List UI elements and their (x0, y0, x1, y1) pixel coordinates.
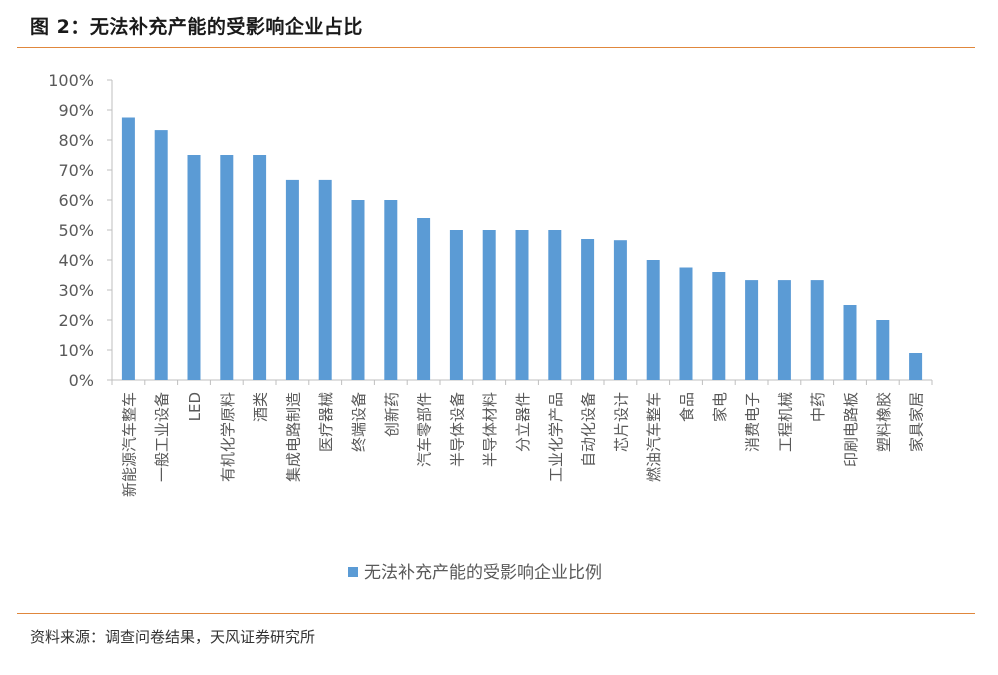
bar (613, 240, 627, 380)
x-tick-label: 酒类 (252, 392, 270, 422)
y-tick-label: 70% (58, 161, 94, 180)
x-tick-label: 集成电路制造 (284, 392, 302, 482)
bottom-divider (17, 613, 975, 614)
x-tick-label: 燃油汽车整车 (645, 392, 663, 482)
bar (712, 272, 726, 380)
x-tick-label: 半导体设备 (448, 392, 466, 467)
bar (154, 130, 168, 380)
y-tick-label: 0% (69, 371, 94, 390)
x-tick-label: 创新药 (383, 392, 401, 437)
x-tick-label: 自动化设备 (580, 392, 598, 467)
x-tick-label: 工程机械 (776, 392, 794, 452)
bar (515, 230, 529, 380)
y-tick-label: 10% (58, 341, 94, 360)
bar (121, 117, 135, 380)
legend: 无法补充产能的受影响企业比例 (348, 563, 602, 583)
x-tick-label: 汽车零部件 (416, 392, 434, 467)
bar (777, 280, 791, 380)
x-tick-label: 塑料橡胶 (875, 392, 893, 452)
y-tick-label: 20% (58, 311, 94, 330)
bar (417, 218, 431, 380)
bar (745, 280, 759, 380)
y-tick-label: 30% (58, 281, 94, 300)
x-tick-label: 一般工业设备 (153, 392, 171, 482)
y-tick-label: 80% (58, 131, 94, 150)
bar (482, 230, 496, 380)
x-tick-label: 家电 (711, 392, 729, 422)
source-note: 资料来源：调查问卷结果，天风证券研究所 (30, 628, 316, 646)
bar (220, 155, 234, 380)
x-axis (111, 379, 933, 385)
x-tick-label: 中药 (809, 392, 827, 422)
x-tick-label: 新能源汽车整车 (120, 392, 138, 497)
x-tick-label: 工业化学产品 (547, 392, 565, 482)
x-tick-label: 半导体材料 (481, 392, 499, 467)
x-tick-label: 终端设备 (350, 392, 368, 452)
x-tick-label: 医疗器械 (317, 392, 335, 452)
x-tick-label: 有机化学原料 (219, 392, 237, 482)
bar (843, 305, 857, 380)
bar (548, 230, 562, 380)
bar-series (121, 117, 923, 380)
x-tick-label: 芯片设计 (612, 392, 630, 452)
figure-title: 图 2：无法补充产能的受影响企业占比 (30, 16, 363, 38)
y-tick-label: 90% (58, 101, 94, 120)
bar-chart: 0% 10% 20% 30% 40% 50% 60% 70% 80% 90% 100% 新能源汽车整… (48, 71, 933, 583)
bar (384, 200, 398, 380)
bar (679, 267, 693, 380)
y-tick-label: 60% (58, 191, 94, 210)
x-tick-label: 食品 (678, 392, 696, 422)
y-tick-label: 50% (58, 221, 94, 240)
bar (810, 280, 824, 380)
bar (909, 353, 923, 380)
x-tick-label: 消费电子 (744, 392, 762, 452)
x-tick-label: 分立器件 (514, 392, 532, 452)
bar (581, 239, 595, 380)
legend-label: 无法补充产能的受影响企业比例 (364, 563, 602, 583)
x-tick-labels: 新能源汽车整车 一般工业设备 LED 有机化学原料 酒类 集成电路制造 医疗器械 终端设备 创新… (120, 392, 925, 497)
bar (253, 155, 267, 380)
y-axis: 0% 10% 20% 30% 40% 50% 60% 70% 80% 90% 100% (48, 71, 113, 390)
y-tick-label: 40% (58, 251, 94, 270)
x-tick-label: LED (186, 392, 204, 421)
bar (646, 260, 660, 380)
bar (285, 179, 299, 380)
x-tick-label: 家具家居 (908, 392, 926, 452)
x-tick-label: 印刷电路板 (842, 392, 860, 467)
bar (876, 320, 890, 380)
bar (449, 230, 463, 380)
top-divider (17, 47, 975, 48)
bar (187, 155, 201, 380)
y-tick-label: 100% (48, 71, 94, 90)
legend-swatch (348, 567, 358, 577)
bar (351, 200, 365, 380)
bar (318, 179, 332, 380)
